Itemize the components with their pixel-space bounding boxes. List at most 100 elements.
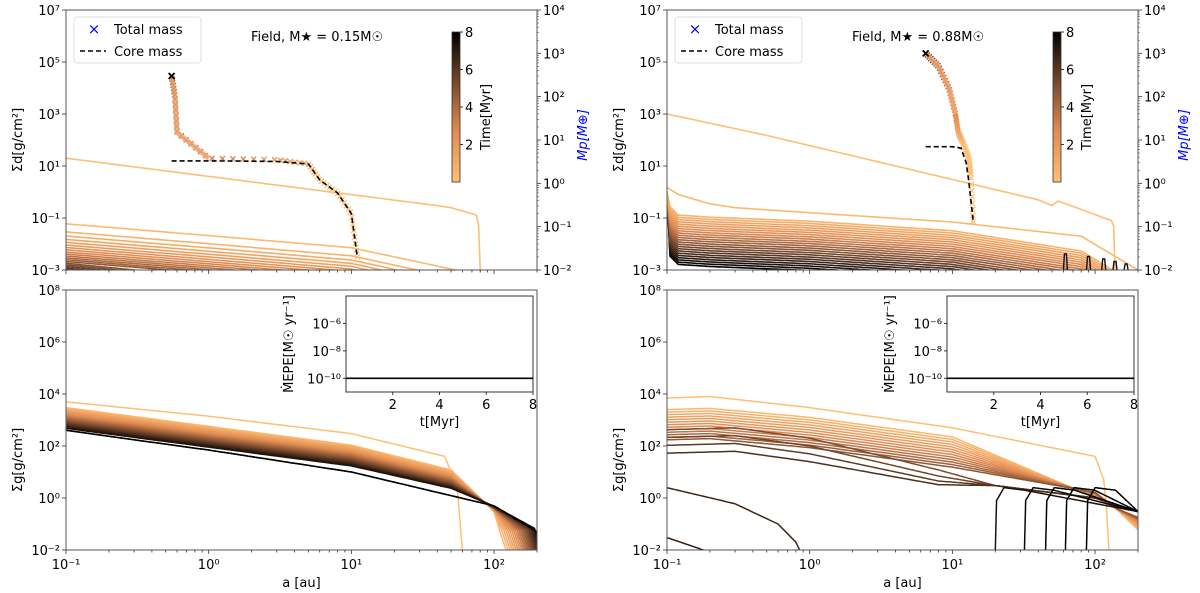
plot-area	[66, 72, 481, 302]
bottom-axes-frame	[65, 289, 538, 551]
y-tick-label: 10⁵	[639, 56, 661, 71]
core-mass-line	[925, 145, 974, 222]
right-tick-label: 10⁰	[543, 177, 565, 192]
y-tick-label: 10⁻²	[632, 544, 661, 559]
right-tick-label: 10¹	[543, 134, 565, 149]
plot-area	[667, 395, 1138, 550]
dust-profile-line	[66, 249, 317, 270]
colorbar	[1052, 31, 1062, 183]
total-mass-marker	[968, 175, 975, 182]
y-tick-label: 10²	[639, 440, 661, 455]
dust-profile-line	[667, 191, 965, 270]
y-tick-label: 10⁻¹	[632, 212, 661, 227]
gas-profile-line	[667, 432, 1138, 520]
panel-right-top: 10⁻³ 10⁻¹ 10¹ 10³ 10⁵ 10⁷ 10⁻² 10⁻¹ 10⁰ 10¹ 10² 10³…	[612, 4, 1192, 279]
y-tick-label: 10¹	[38, 160, 60, 175]
dust-profile-line	[667, 191, 1079, 270]
y-tick-label: 10⁻³	[632, 264, 661, 279]
x-tick-label: 10⁰	[799, 558, 821, 573]
total-mass-marker	[209, 155, 216, 162]
total-mass-marker	[219, 155, 226, 162]
y-axis-label: Σd[g/cm²]	[612, 108, 627, 172]
y-tick-label: 10⁸	[38, 284, 60, 299]
gas-profile-line	[66, 410, 516, 550]
y-tick-label: 10²	[38, 440, 60, 455]
right-tick-label: 10⁴	[1144, 4, 1166, 19]
panel-title: Field, M★ = 0.88M☉	[852, 30, 984, 45]
x-axis-label: a [au]	[883, 576, 921, 591]
dust-profile-line	[667, 191, 1104, 270]
dust-profile-line	[66, 241, 372, 270]
dust-profile-line	[66, 276, 209, 302]
x-tick-label: 10¹	[941, 558, 963, 573]
panel-title: Field, M★ = 0.15M☉	[251, 30, 383, 45]
x-tick-label: 10²	[483, 558, 505, 573]
dust-profile-line	[667, 191, 1096, 270]
gas-profile-line	[667, 450, 1138, 513]
legend-core-mass: Core mass	[114, 45, 183, 60]
dust-profile-line	[667, 191, 1111, 270]
inset-frame	[946, 295, 1135, 393]
y-tick-label: 10⁶	[639, 336, 661, 351]
x-tick-label: 10⁻¹	[52, 558, 81, 573]
dust-profile-line	[66, 223, 460, 270]
y-tick-label: 10⁻¹	[31, 212, 60, 227]
y-tick-label: 10³	[38, 108, 60, 123]
x-tick-label: 10²	[1084, 558, 1106, 573]
colorbar-tick-label: 2	[465, 139, 473, 154]
gas-profile-line	[994, 486, 1138, 550]
dust-profile-line	[667, 191, 1037, 270]
plot-area	[667, 49, 1138, 270]
legend-x-icon: ×	[689, 20, 702, 38]
final-mass-marker	[922, 49, 930, 57]
dust-profile-line	[66, 253, 268, 270]
inset-y-tick-label: 10⁻⁶	[913, 317, 942, 332]
gas-profile-line	[66, 406, 507, 550]
y-tick-label: 10⁰	[639, 492, 661, 507]
gas-profile-line	[66, 412, 519, 550]
colorbar-label: Time[Myr]	[479, 84, 494, 151]
x-tick-label: 10¹	[340, 558, 362, 573]
dust-profile-line	[667, 191, 979, 270]
y-tick-label: 10⁷	[639, 4, 661, 19]
inset-y-label: ṀEPE[M☉ yr⁻¹]	[281, 295, 297, 393]
right-tick-label: 10¹	[1144, 134, 1166, 149]
right-axis-label: Mp[M⊕]	[1177, 109, 1192, 161]
gas-profile-line	[66, 415, 525, 550]
gas-profile-line	[667, 417, 1138, 525]
inset-y-tick-label: 10⁻⁶	[312, 317, 341, 332]
panel-left-bottom: 10⁻¹ 10⁰ 10¹ 10² 10⁻² 10⁰ 10² 10⁴ 10⁶ 10⁸ Σg[g/cm²…	[11, 284, 538, 591]
colorbar-tick-label: 6	[465, 64, 473, 79]
right-tick-label: 10²	[1144, 91, 1166, 106]
dust-profile-line	[667, 191, 993, 270]
dust-profile-line	[667, 191, 882, 270]
gas-profile-line	[66, 429, 537, 533]
colorbar-tick-label: 8	[465, 26, 473, 41]
x-tick-label: 10⁻¹	[653, 558, 682, 573]
inset-y-label: ṀEPE[M☉ yr⁻¹]	[882, 295, 898, 393]
dust-profile-line	[667, 191, 815, 270]
right-tick-label: 10⁰	[1144, 177, 1166, 192]
inset-y-tick-label: 10⁻⁸	[312, 345, 341, 360]
gas-profile-line	[66, 411, 518, 550]
dust-profile-line	[667, 191, 1085, 270]
core-mass-line	[171, 160, 359, 258]
dust-profile-line	[667, 191, 915, 270]
total-mass-marker	[349, 220, 356, 227]
colorbar-tick-label: 4	[1066, 101, 1074, 116]
gas-profile-line	[66, 422, 536, 550]
gas-profile-line	[66, 413, 521, 550]
plot-area	[66, 401, 537, 550]
dust-spike	[1062, 253, 1069, 270]
dust-profile-line	[66, 246, 345, 270]
y-tick-label: 10⁸	[639, 284, 661, 299]
inset-x-tick-label: 2	[389, 398, 397, 413]
colorbar-tick-label: 2	[1066, 139, 1074, 154]
dust-profile-line	[667, 191, 1051, 270]
y-tick-label: 10⁷	[38, 4, 60, 19]
final-mass-marker	[168, 72, 176, 80]
dust-profile-line	[667, 191, 1100, 270]
colorbar-label: Time[Myr]	[1080, 84, 1095, 151]
x-tick-label: 10⁰	[198, 558, 220, 573]
